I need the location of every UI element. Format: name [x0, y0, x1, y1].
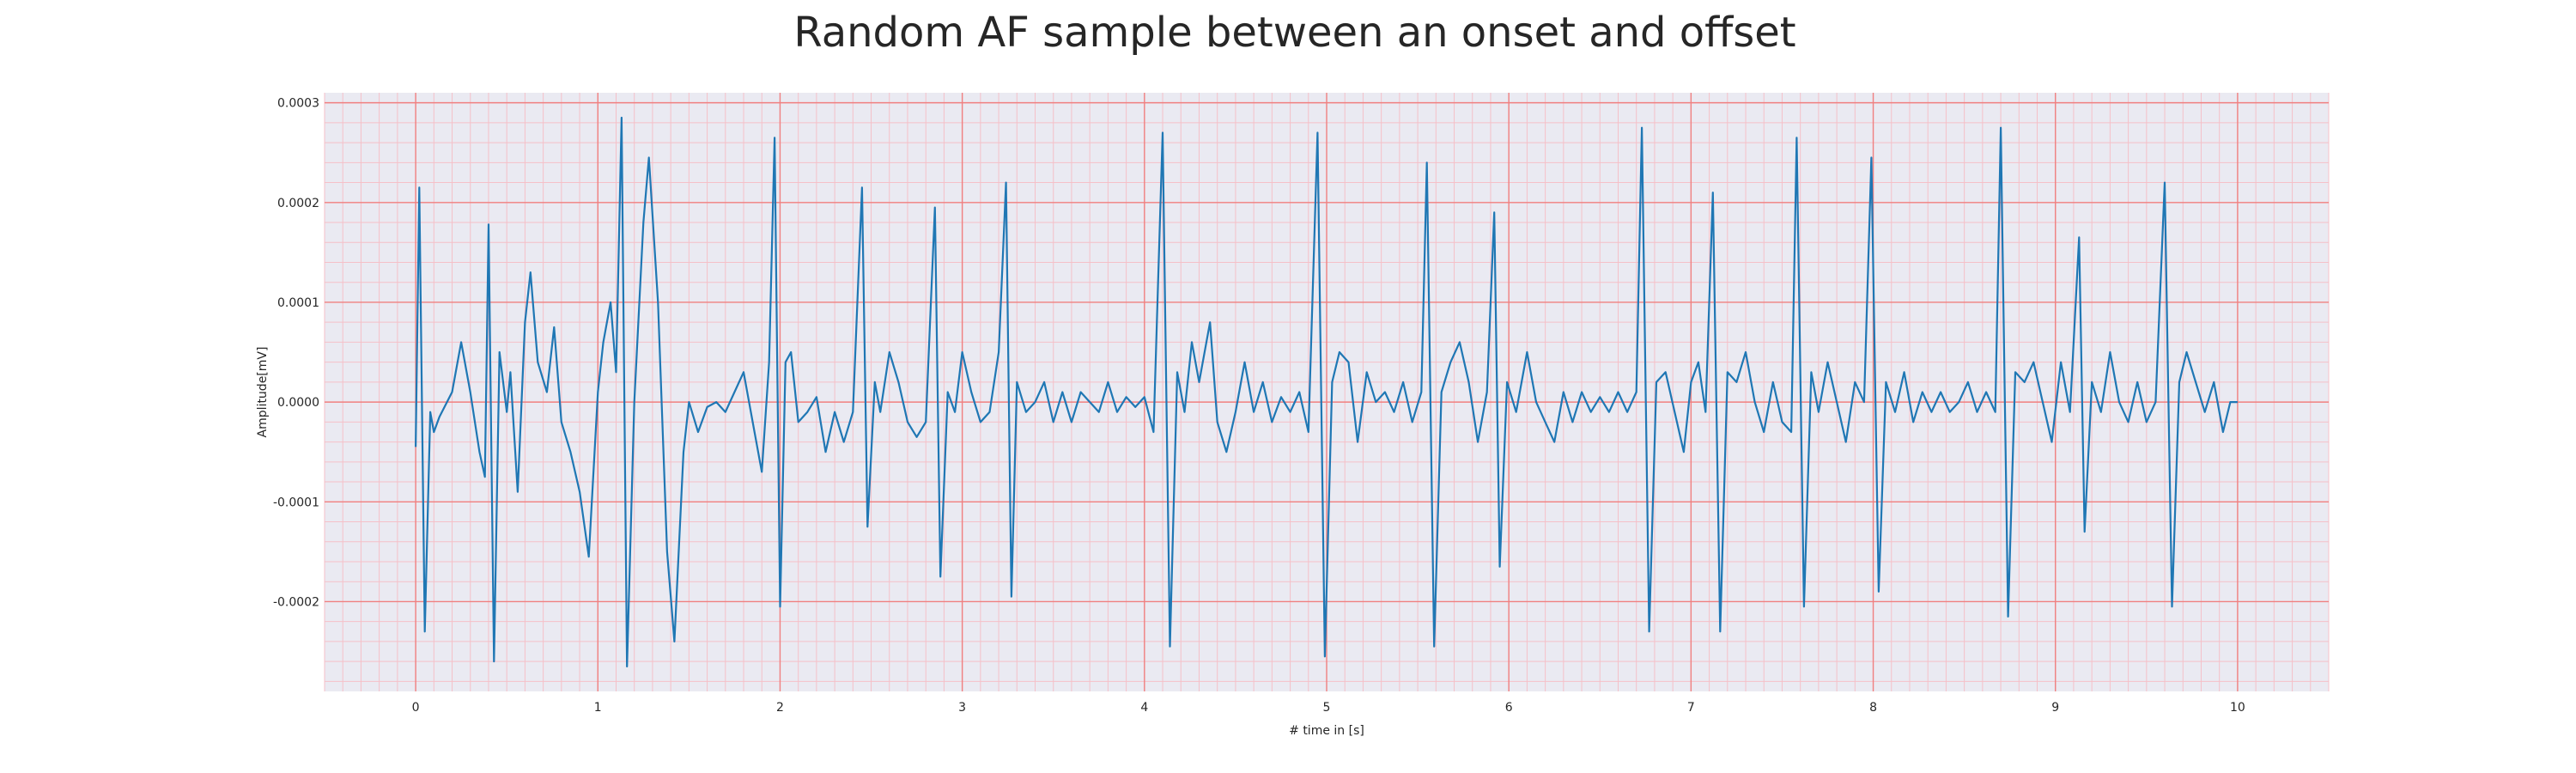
y-tick-label: 0.0003 [277, 97, 319, 111]
x-tick-label: 6 [1505, 701, 1513, 715]
x-tick-label: 7 [1687, 701, 1695, 715]
x-tick-label: 9 [2051, 701, 2059, 715]
x-axis-ticks: 0 1 2 3 4 5 6 7 8 9 10 [412, 701, 2245, 715]
y-tick-label: 0.0001 [277, 296, 319, 310]
y-tick-label: 0.0002 [277, 197, 319, 210]
x-tick-label: 5 [1323, 701, 1331, 715]
series-line [415, 116, 2238, 668]
chart-title: Random AF sample between an onset and of… [793, 9, 1795, 57]
y-axis-label: Amplitude[mV] [256, 347, 270, 438]
major-grid [325, 93, 2329, 691]
x-tick-label: 8 [1869, 701, 1877, 715]
x-axis-label: # time in [s] [1289, 724, 1364, 738]
x-tick-label: 1 [594, 701, 602, 715]
x-tick-label: 4 [1140, 701, 1148, 715]
x-tick-label: 2 [776, 701, 784, 715]
y-axis-ticks: 0.0003 0.0002 0.0001 0.0000 -0.0001 -0.0002 [273, 97, 319, 610]
x-tick-label: 10 [2230, 701, 2245, 715]
y-tick-label: -0.0002 [273, 595, 319, 609]
x-tick-label: 0 [412, 701, 420, 715]
y-tick-label: 0.0000 [277, 396, 319, 410]
y-tick-label: -0.0001 [273, 496, 319, 509]
x-tick-label: 3 [958, 701, 966, 715]
series-layer [415, 116, 2238, 668]
